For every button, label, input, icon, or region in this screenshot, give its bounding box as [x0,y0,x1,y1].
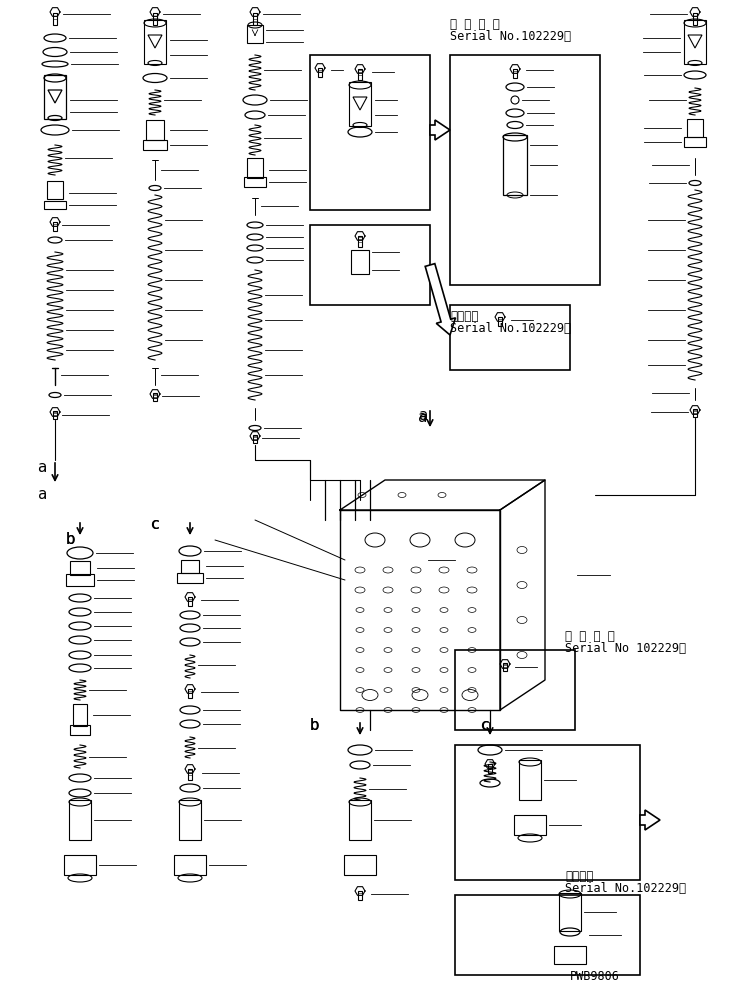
Bar [455,895,640,975]
Bar [244,177,266,187]
Bar [310,55,430,210]
Bar [247,25,263,43]
Bar [358,890,362,900]
Bar [144,20,166,64]
Text: PWB9806: PWB9806 [570,970,620,983]
Polygon shape [425,264,455,335]
Bar [64,855,96,875]
Bar [70,725,90,735]
Text: 適用号機: 適用号機 [450,310,479,323]
Bar [54,411,57,419]
Text: b: b [66,532,76,547]
Bar [687,119,703,137]
Bar [47,181,63,199]
Text: Serial No.102229～: Serial No.102229～ [450,322,571,335]
Bar [143,140,167,150]
Bar [188,688,192,698]
Bar [247,158,263,178]
Bar [188,769,192,780]
Bar [488,764,492,773]
Bar [177,573,203,583]
Bar [351,250,369,274]
Bar [73,704,87,726]
Bar [503,135,527,195]
Bar [69,800,91,840]
Text: a: a [37,460,46,475]
Bar [253,12,257,25]
Bar [450,55,600,285]
Bar [693,12,698,25]
Bar [146,120,164,140]
Bar [513,68,517,78]
Bar [53,12,57,25]
Bar [514,815,546,835]
Text: b: b [66,532,76,547]
Bar [504,663,507,671]
Bar [554,946,586,964]
Bar [358,69,362,80]
Text: a: a [418,410,427,425]
Bar [519,760,541,800]
Text: a: a [38,487,47,502]
Polygon shape [640,810,660,830]
Text: c: c [150,517,159,532]
Bar [66,574,94,586]
Text: b: b [310,718,319,733]
Bar [693,409,697,417]
Bar [254,435,257,443]
Text: Serial No.102229～: Serial No.102229～ [450,30,571,43]
Bar [349,82,371,126]
Text: 適用号機: 適用号機 [565,870,593,883]
Bar [498,316,502,326]
Bar [455,650,575,730]
Text: a: a [418,408,427,423]
Text: c: c [480,718,489,733]
Bar [450,305,570,370]
Bar [53,222,57,231]
Text: c: c [480,718,488,733]
Text: 適 用 号 機: 適 用 号 機 [565,630,615,643]
Bar [455,745,640,880]
Bar [358,236,362,247]
Bar [559,893,581,931]
Text: c: c [150,517,159,532]
Bar [188,596,192,606]
Text: Serial No 102229～: Serial No 102229～ [565,642,686,655]
Bar [153,393,156,401]
Bar [153,12,157,25]
Bar [174,855,206,875]
Bar [310,225,430,305]
Bar [684,137,706,147]
Polygon shape [430,120,450,140]
Bar [44,201,66,209]
Bar [181,560,199,572]
Bar [70,561,90,575]
Bar [44,75,66,119]
Text: 適 用 号 機: 適 用 号 機 [450,18,500,31]
Bar [684,20,706,64]
Bar [344,855,376,875]
Bar [318,68,322,77]
Bar [349,800,371,840]
Text: Serial No.102229～: Serial No.102229～ [565,882,686,895]
Text: b: b [310,718,320,733]
Bar [179,800,201,840]
